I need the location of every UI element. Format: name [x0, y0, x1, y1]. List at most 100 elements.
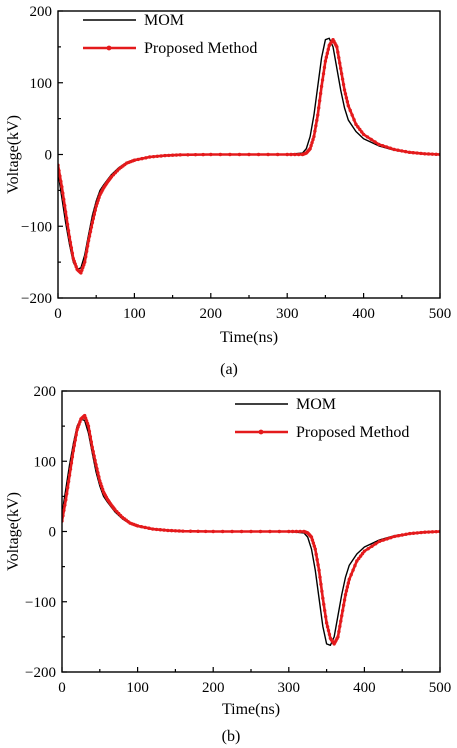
series-point: [343, 593, 348, 597]
series-point: [62, 508, 66, 513]
y-tick-label: −100: [21, 219, 52, 235]
series-point: [336, 635, 340, 639]
series-point: [82, 263, 86, 267]
series-point: [419, 530, 423, 535]
series-point: [65, 222, 70, 227]
series-point: [430, 152, 435, 156]
series-point: [310, 140, 314, 145]
x-axis-label: Time(ns): [220, 329, 278, 346]
series-point: [404, 532, 408, 537]
series-point: [85, 421, 90, 426]
series-point: [92, 212, 96, 217]
series-point: [71, 256, 75, 261]
series-point: [345, 100, 350, 104]
series-point: [293, 152, 297, 157]
y-tick-label: −200: [25, 665, 56, 681]
series-point: [73, 438, 77, 442]
series-point: [97, 475, 101, 479]
plot-frame: [61, 390, 441, 673]
series-point: [392, 534, 397, 539]
legend-label: Proposed Method: [144, 40, 257, 57]
series-point: [348, 108, 352, 113]
x-tick-label: 200: [202, 680, 225, 696]
series-point: [151, 154, 156, 159]
series-point: [321, 72, 326, 76]
series-point: [337, 55, 341, 60]
series-point: [193, 152, 198, 157]
series-point: [384, 145, 389, 149]
series-point: [275, 152, 280, 157]
series-point: [317, 98, 322, 103]
series-point: [99, 482, 103, 486]
series-point: [396, 534, 401, 538]
series-point: [147, 526, 151, 530]
series-point: [289, 152, 293, 157]
series-point: [62, 203, 67, 208]
series-point: [341, 82, 346, 87]
series-point: [312, 544, 317, 548]
series-point: [388, 146, 393, 150]
series-point: [314, 552, 318, 557]
series-point: [344, 96, 349, 100]
series-point: [309, 535, 314, 539]
series-point: [218, 152, 223, 157]
series-point: [79, 271, 83, 275]
series-point: [357, 556, 361, 561]
series-point: [94, 204, 98, 208]
series-point: [65, 485, 70, 490]
series-point: [389, 535, 393, 540]
series-point: [411, 151, 415, 155]
series-point: [70, 251, 75, 255]
series-point: [203, 529, 208, 534]
series-point: [147, 155, 152, 159]
series-point: [338, 624, 342, 629]
series-point: [249, 529, 253, 534]
series-point: [73, 262, 77, 266]
series-point: [426, 152, 431, 156]
series-point: [58, 174, 62, 178]
series-point: [407, 150, 412, 155]
series-point: [174, 153, 179, 157]
series-point: [342, 598, 347, 602]
y-tick-label: 0: [49, 525, 57, 541]
series-point: [77, 422, 81, 427]
series-point: [323, 608, 327, 613]
series-point: [99, 484, 104, 489]
series-point: [366, 547, 370, 551]
series-point: [83, 260, 87, 264]
x-tick-label: 500: [429, 306, 452, 322]
series-point: [266, 152, 270, 157]
x-tick-label: 100: [123, 306, 146, 322]
series-point: [95, 467, 99, 471]
series-point: [74, 264, 78, 269]
series-point: [144, 156, 148, 160]
series-point: [381, 144, 385, 148]
series-line: [58, 38, 440, 275]
series-point: [351, 568, 355, 572]
series-point: [321, 596, 325, 600]
plot-frame: [57, 10, 441, 299]
series-point: [167, 153, 171, 158]
series-point: [326, 47, 330, 52]
series-point: [91, 449, 95, 454]
y-tick-label: 100: [30, 76, 53, 92]
chart-panel-b: 0 100 200 300 400 500 −200 −100 0 100 200 Time(ns) V…: [5, 384, 451, 745]
series-point: [83, 255, 88, 259]
series-point: [67, 235, 72, 239]
series-point: [139, 524, 144, 529]
series-point: [400, 533, 404, 537]
series-point: [90, 220, 95, 225]
series-point: [285, 152, 289, 157]
series-point: [86, 238, 91, 243]
series-point: [91, 216, 96, 221]
series-point: [359, 130, 364, 134]
legend: MOM Proposed Method: [83, 12, 257, 57]
series-point: [173, 529, 178, 533]
series-point: [247, 152, 251, 157]
y-axis-label: Voltage(kV): [5, 115, 22, 194]
series-point: [316, 113, 320, 117]
series-point: [181, 529, 185, 533]
series-point: [415, 531, 420, 535]
series-point: [296, 152, 301, 157]
series-point: [290, 529, 295, 534]
